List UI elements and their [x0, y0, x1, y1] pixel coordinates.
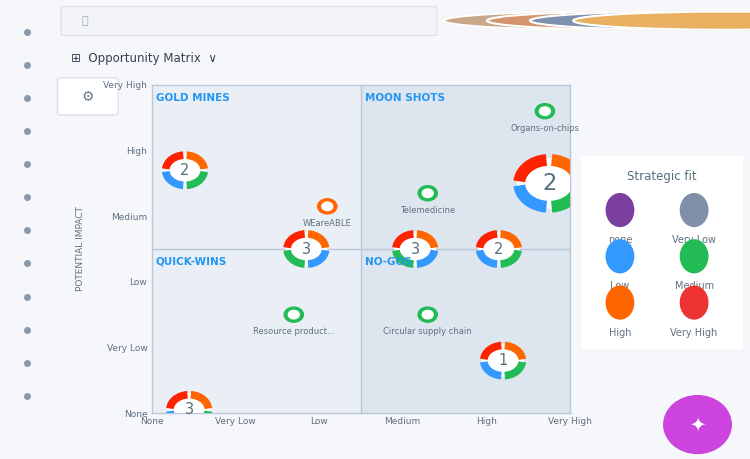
Circle shape [530, 11, 750, 30]
Text: Organs-on-chips: Organs-on-chips [511, 123, 580, 133]
Circle shape [539, 107, 550, 115]
Circle shape [487, 11, 750, 30]
Text: QUICK-WINS: QUICK-WINS [156, 257, 227, 267]
Text: 3: 3 [410, 241, 420, 257]
Circle shape [322, 202, 333, 211]
FancyBboxPatch shape [580, 154, 744, 351]
Text: Telemedicine: Telemedicine [400, 206, 455, 215]
Text: POTENTIAL IMPACT: POTENTIAL IMPACT [76, 207, 85, 291]
Circle shape [483, 345, 524, 376]
FancyBboxPatch shape [61, 6, 436, 35]
Circle shape [478, 233, 519, 265]
Circle shape [422, 189, 433, 197]
Circle shape [573, 11, 750, 30]
Text: GOLD MINES: GOLD MINES [156, 93, 230, 103]
Circle shape [664, 396, 731, 453]
Text: Circular supply chain: Circular supply chain [383, 327, 472, 336]
Text: 2: 2 [180, 163, 190, 178]
Circle shape [169, 394, 209, 425]
Bar [152, 249, 361, 413]
FancyBboxPatch shape [57, 78, 118, 115]
Circle shape [606, 194, 634, 226]
Circle shape [418, 186, 437, 201]
Text: Low: Low [610, 281, 629, 291]
Circle shape [536, 104, 554, 119]
Text: 🔍: 🔍 [82, 16, 88, 26]
Bar [361, 249, 570, 413]
Circle shape [395, 233, 435, 265]
Circle shape [284, 307, 304, 322]
Text: Strategic fit: Strategic fit [627, 169, 697, 183]
Circle shape [606, 286, 634, 319]
Text: ⚙: ⚙ [82, 90, 94, 103]
Bar [152, 85, 361, 249]
Text: 2: 2 [494, 241, 503, 257]
Circle shape [422, 310, 433, 319]
Text: none: none [608, 235, 632, 245]
Circle shape [418, 307, 437, 322]
Bar [361, 85, 570, 249]
Circle shape [518, 159, 580, 208]
Text: NO-GOS: NO-GOS [365, 257, 412, 267]
Text: WEareABLE: WEareABLE [303, 219, 352, 228]
Circle shape [444, 11, 750, 30]
Circle shape [286, 233, 326, 265]
Text: 1: 1 [499, 353, 508, 368]
Text: High: High [609, 328, 631, 338]
Text: Very High: Very High [670, 328, 718, 338]
Circle shape [165, 154, 206, 186]
Circle shape [680, 194, 708, 226]
Text: Resource product...: Resource product... [253, 327, 334, 336]
Circle shape [680, 240, 708, 273]
Text: ⊞  Opportunity Matrix  ∨: ⊞ Opportunity Matrix ∨ [71, 52, 217, 65]
Text: 3: 3 [184, 403, 194, 417]
Text: ✦: ✦ [689, 415, 706, 434]
Circle shape [318, 199, 337, 214]
Text: Very Low: Very Low [672, 235, 716, 245]
Text: 2: 2 [542, 172, 556, 195]
Text: Medium: Medium [674, 281, 714, 291]
Text: MOON SHOTS: MOON SHOTS [365, 93, 445, 103]
Circle shape [606, 240, 634, 273]
Circle shape [680, 286, 708, 319]
Text: 3: 3 [302, 241, 311, 257]
Circle shape [288, 310, 299, 319]
